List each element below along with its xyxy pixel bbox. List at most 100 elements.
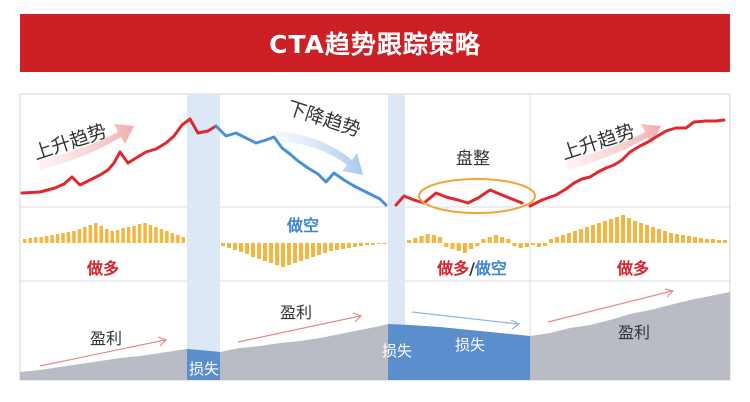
indicator-bar [579, 229, 583, 243]
indicator-bar [275, 243, 279, 265]
indicator-bar [329, 243, 333, 251]
profit-arrow-2 [237, 312, 363, 343]
indicator-bar [591, 225, 595, 243]
loss-label-3: 损失 [455, 336, 485, 354]
profit-label-2: 盈利 [280, 303, 312, 322]
indicator-bar [353, 243, 357, 247]
indicator-bar [365, 243, 369, 245]
profit-label-3: 盈利 [618, 323, 650, 342]
price-sideways-segment [394, 188, 524, 207]
position-long-short: 做多/做空 [436, 259, 507, 278]
indicator-bar [263, 243, 267, 261]
indicator-bar [645, 225, 649, 243]
profit-area-2 [220, 324, 388, 380]
indicator-bar [543, 243, 547, 246]
indicator-bar [555, 237, 559, 243]
indicator-bar [621, 215, 625, 243]
indicator-bar [335, 243, 339, 250]
indicator-bars [23, 215, 727, 267]
profit-area-3 [530, 292, 730, 380]
indicator-bar [567, 233, 571, 243]
indicator-bar [341, 243, 345, 249]
indicator-bar [627, 218, 631, 243]
indicator-bar [148, 225, 153, 243]
indicator-bar [549, 239, 553, 243]
indicator-bar [469, 243, 474, 249]
indicator-bar [239, 243, 243, 252]
indicator-bar [524, 243, 529, 247]
indicator-bar [475, 243, 480, 246]
indicator-bar [615, 217, 619, 243]
indicator-bar [28, 238, 32, 243]
indicator-bar [371, 243, 375, 245]
indicator-bar [126, 227, 131, 243]
indicator-bar [311, 243, 315, 257]
indicator-bar [450, 243, 455, 249]
indicator-bar [462, 243, 467, 253]
indicator-bar [669, 233, 673, 243]
indicator-bar [39, 237, 43, 243]
indicator-bar [487, 237, 492, 243]
indicator-bar [518, 243, 523, 248]
indicator-bar [105, 229, 109, 243]
profit-arrow-1 [39, 336, 168, 367]
indicator-bar [299, 243, 303, 261]
indicator-bar [585, 227, 589, 243]
position-long-2: 做多 [616, 259, 649, 278]
indicator-bar [693, 237, 697, 243]
indicator-bar [33, 237, 38, 243]
indicator-bar [723, 240, 727, 243]
loss-label-1: 损失 [189, 360, 219, 378]
indicator-bar [419, 236, 424, 243]
indicator-bar [687, 236, 691, 243]
page-title: CTA趋势跟踪策略 [269, 30, 481, 59]
whipsaw-column-2 [388, 94, 405, 380]
indicator-bar [269, 243, 273, 263]
indicator-bar [72, 231, 76, 243]
price-down-segment [214, 124, 388, 207]
position-long-1: 做多 [86, 259, 119, 278]
loss-arrow [411, 311, 521, 330]
indicator-bar [675, 234, 679, 243]
loss-area-1 [187, 349, 220, 380]
profit-area [20, 349, 187, 380]
indicator-bar [633, 221, 637, 243]
position-short: 做空 [286, 216, 319, 235]
indicator-bar [493, 235, 498, 243]
indicator-bar [413, 238, 418, 243]
indicator-bar [681, 235, 685, 243]
indicator-bar [137, 224, 142, 243]
indicator-bar [359, 243, 363, 246]
indicator-bar [323, 243, 327, 253]
indicator-bar [603, 221, 607, 243]
indicator-bar [561, 235, 565, 243]
indicator-bar [500, 237, 505, 243]
indicator-bar [597, 223, 601, 243]
indicator-bar [77, 229, 82, 243]
indicator-bar [88, 225, 93, 243]
indicator-bar [317, 243, 321, 255]
indicator-bar [456, 243, 461, 251]
indicator-bar [431, 235, 436, 243]
profit-label-1: 盈利 [90, 329, 122, 348]
indicator-bar [61, 233, 65, 243]
indicator-bar [383, 243, 387, 244]
indicator-bar [251, 243, 255, 257]
indicator-bar [121, 228, 125, 243]
sideways-ellipse [418, 178, 536, 214]
price-line [20, 117, 726, 208]
indicator-bar [55, 234, 60, 243]
indicator-bar [159, 229, 164, 243]
sideways-label: 盘整 [456, 149, 490, 169]
indicator-bar [281, 243, 285, 267]
indicator-bar [377, 243, 381, 244]
indicator-bar [651, 227, 655, 243]
loss-area-2 [388, 324, 530, 380]
indicator-bar [44, 236, 49, 243]
indicator-bar [143, 223, 147, 243]
indicator-bar [176, 235, 180, 243]
indicator-bar [170, 233, 175, 243]
indicator-bar [512, 243, 517, 246]
indicator-bar [257, 243, 261, 259]
indicator-bar [66, 232, 71, 243]
